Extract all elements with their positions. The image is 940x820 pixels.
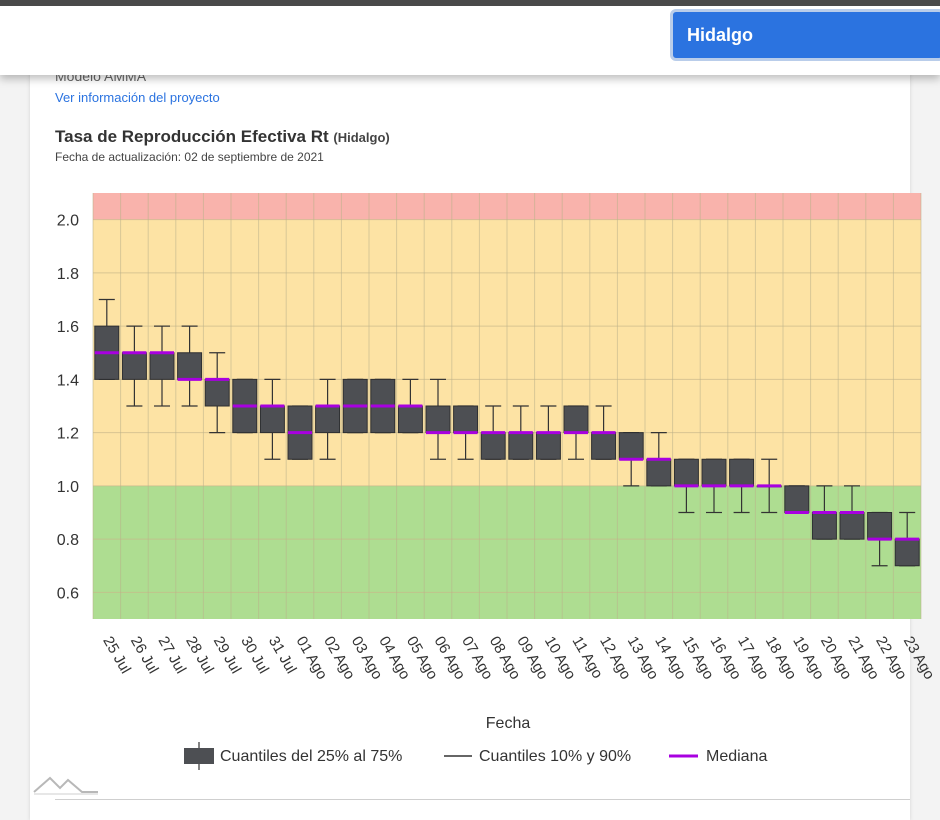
project-logo-icon <box>33 776 98 795</box>
y-tick-label: 1.8 <box>57 266 79 283</box>
iqr-box <box>563 405 589 434</box>
iqr-box <box>839 512 865 540</box>
legend: Cuantiles del 25% al 75% Cuantiles 10% y … <box>184 742 767 770</box>
y-tick-label: 2.0 <box>57 213 79 230</box>
iqr-box <box>259 405 285 434</box>
iqr-box <box>204 378 230 407</box>
top-edge <box>0 0 940 6</box>
iqr-box <box>535 432 561 460</box>
iqr-box <box>121 352 147 380</box>
iqr-box <box>673 458 699 487</box>
y-tick-label: 1.2 <box>57 426 79 443</box>
iqr-box <box>508 432 534 460</box>
state-selector[interactable]: Hidalgo <box>670 9 940 61</box>
iqr-box <box>894 538 920 567</box>
iqr-box <box>618 432 644 460</box>
iqr-box <box>480 432 506 460</box>
divider <box>55 799 910 800</box>
legend-swatch-box <box>184 748 214 764</box>
iqr-box <box>425 405 451 434</box>
iqr-box <box>701 458 727 487</box>
project-info-link[interactable]: Ver información del proyecto <box>55 90 220 105</box>
iqr-box <box>811 512 837 540</box>
iqr-box <box>591 432 617 460</box>
iqr-box <box>315 405 341 434</box>
legend-label-whisker: Cuantiles 10% y 90% <box>479 748 631 765</box>
iqr-box <box>397 405 423 434</box>
iqr-box <box>729 458 755 487</box>
y-tick-label: 1.4 <box>57 372 79 389</box>
iqr-box <box>177 352 203 380</box>
y-tick-label: 0.6 <box>57 585 79 602</box>
y-tick-label: 1.0 <box>57 479 79 496</box>
x-axis-label: Fecha <box>486 715 531 732</box>
chart-title: Tasa de Reproducción Efectiva Rt (Hidalg… <box>55 127 390 147</box>
update-date: Fecha de actualización: 02 de septiembre… <box>55 150 324 164</box>
chart-title-text: Tasa de Reproducción Efectiva Rt <box>55 127 329 146</box>
legend-label-median: Mediana <box>706 748 767 765</box>
iqr-box <box>646 458 672 487</box>
top-bar: Hidalgo <box>0 0 940 75</box>
iqr-box <box>784 485 810 513</box>
iqr-box <box>149 352 175 380</box>
legend-label-box: Cuantiles del 25% al 75% <box>220 748 402 765</box>
chart-region: (Hidalgo) <box>333 130 390 145</box>
iqr-box <box>453 405 479 434</box>
iqr-box <box>867 512 893 540</box>
y-tick-label: 0.8 <box>57 532 79 549</box>
y-tick-label: 1.6 <box>57 319 79 336</box>
